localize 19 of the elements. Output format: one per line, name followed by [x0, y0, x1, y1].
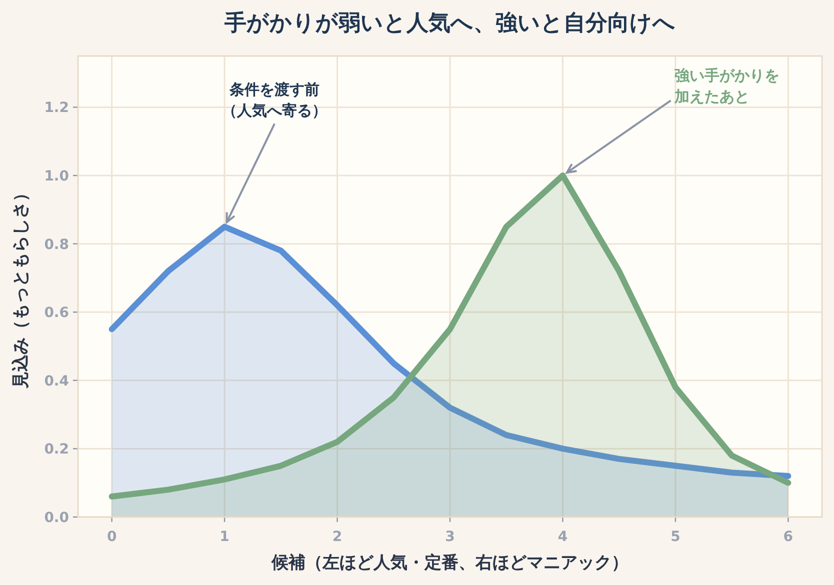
x-tick-label: 3 [445, 529, 455, 545]
chart-title: 手がかりが弱いと人気へ、強いと自分向けへ [224, 11, 676, 36]
y-axis-title: 見込み（もっともらしさ） [11, 184, 31, 390]
x-axis-title: 候補（左ほど人気・定番、右ほどマニアック） [270, 553, 628, 573]
x-tick-label: 1 [220, 529, 230, 545]
y-tick-label: 0.2 [44, 442, 69, 458]
y-tick-label: 0.0 [44, 510, 70, 526]
x-tick-label: 5 [670, 529, 680, 545]
y-tick-label: 0.4 [44, 373, 70, 390]
annotation: 強い手がかりを加えたあと [674, 66, 780, 106]
y-tick-label: 1.0 [44, 168, 70, 185]
annotation: 条件を渡す前（人気へ寄る） [222, 80, 328, 120]
x-tick-label: 6 [783, 529, 794, 545]
x-tick-label: 4 [558, 529, 568, 545]
y-tick-label: 0.6 [44, 305, 69, 322]
x-tick-label: 0 [106, 529, 117, 545]
y-tick-label: 0.8 [44, 236, 69, 253]
y-tick-label: 1.2 [44, 100, 69, 116]
x-tick-label: 2 [332, 529, 342, 545]
